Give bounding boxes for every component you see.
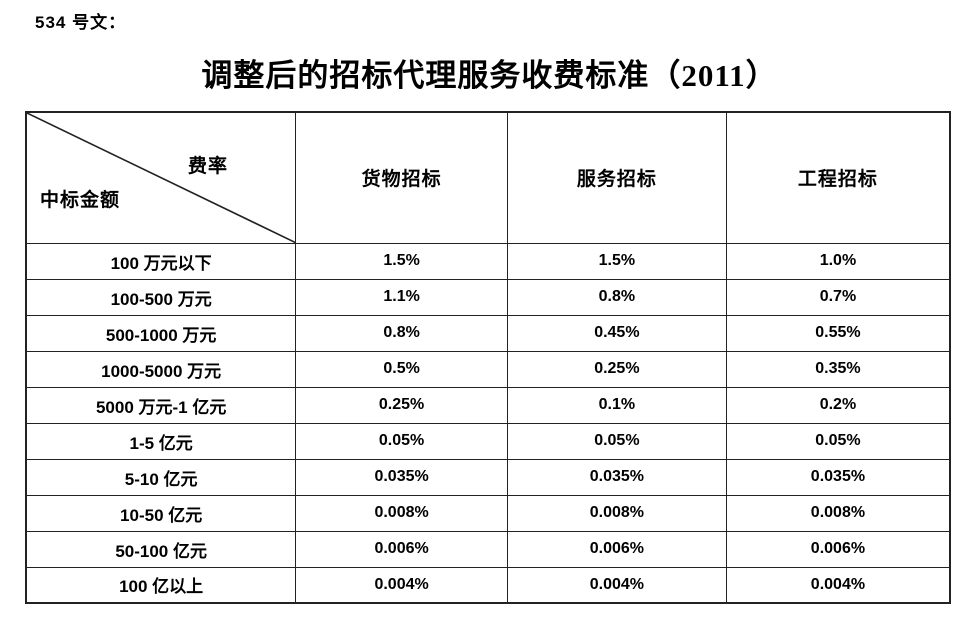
goods-rate-cell: 0.035% bbox=[295, 458, 508, 496]
engineering-rate-cell: 0.008% bbox=[725, 494, 951, 532]
table-row: 100 万元以下 1.5% 1.5% 1.0% bbox=[25, 242, 951, 280]
goods-rate-cell: 0.8% bbox=[295, 314, 508, 352]
engineering-rate-cell: 0.004% bbox=[725, 566, 951, 604]
goods-rate-cell: 0.05% bbox=[295, 422, 508, 460]
service-rate-cell: 0.004% bbox=[506, 566, 727, 604]
goods-rate-cell: 0.25% bbox=[295, 386, 508, 424]
service-rate-cell: 0.05% bbox=[506, 422, 727, 460]
service-rate-cell: 0.008% bbox=[506, 494, 727, 532]
table-row: 10-50 亿元 0.008% 0.008% 0.008% bbox=[25, 494, 951, 532]
engineering-rate-cell: 0.05% bbox=[725, 422, 951, 460]
column-header-goods: 货物招标 bbox=[295, 111, 508, 244]
doc-ref: 534 号文： bbox=[35, 13, 127, 32]
goods-rate-cell: 1.5% bbox=[295, 242, 508, 280]
column-header-service: 服务招标 bbox=[506, 111, 727, 244]
goods-rate-cell: 0.5% bbox=[295, 350, 508, 388]
amount-cell: 50-100 亿元 bbox=[25, 530, 297, 568]
table-row: 1-5 亿元 0.05% 0.05% 0.05% bbox=[25, 422, 951, 460]
page-title: 调整后的招标代理服务收费标准（2011） bbox=[201, 58, 778, 93]
service-rate-cell: 0.8% bbox=[506, 278, 727, 316]
amount-cell: 100-500 万元 bbox=[25, 278, 297, 316]
amount-cell: 500-1000 万元 bbox=[25, 314, 297, 352]
table-row: 100 亿以上 0.004% 0.004% 0.004% bbox=[25, 566, 951, 604]
amount-cell: 5-10 亿元 bbox=[25, 458, 297, 496]
corner-label-amount: 中标金额 bbox=[40, 190, 121, 211]
engineering-rate-cell: 0.2% bbox=[725, 386, 951, 424]
engineering-rate-cell: 0.006% bbox=[725, 530, 951, 568]
amount-cell: 10-50 亿元 bbox=[25, 494, 297, 532]
engineering-rate-cell: 0.7% bbox=[725, 278, 951, 316]
goods-rate-cell: 0.008% bbox=[295, 494, 508, 532]
service-rate-cell: 1.5% bbox=[506, 242, 727, 280]
amount-cell: 100 万元以下 bbox=[25, 242, 297, 280]
goods-rate-cell: 0.006% bbox=[295, 530, 508, 568]
table-row: 5000 万元-1 亿元 0.25% 0.1% 0.2% bbox=[25, 386, 951, 424]
amount-cell: 1-5 亿元 bbox=[25, 422, 297, 460]
table-row: 50-100 亿元 0.006% 0.006% 0.006% bbox=[25, 530, 951, 568]
service-rate-cell: 0.25% bbox=[506, 350, 727, 388]
goods-rate-cell: 1.1% bbox=[295, 278, 508, 316]
column-header-engineering: 工程招标 bbox=[725, 111, 951, 244]
engineering-rate-cell: 0.55% bbox=[725, 314, 951, 352]
amount-cell: 5000 万元-1 亿元 bbox=[25, 386, 297, 424]
fee-rate-table: 费率 中标金额 货物招标 服务招标 工程招标 100 万元以下 1.5% 1.5… bbox=[25, 111, 951, 604]
engineering-rate-cell: 1.0% bbox=[725, 242, 951, 280]
engineering-rate-cell: 0.035% bbox=[725, 458, 951, 496]
table-row: 100-500 万元 1.1% 0.8% 0.7% bbox=[25, 278, 951, 316]
engineering-rate-cell: 0.35% bbox=[725, 350, 951, 388]
amount-cell: 100 亿以上 bbox=[25, 566, 297, 604]
corner-label-rate: 费率 bbox=[187, 156, 228, 177]
service-rate-cell: 0.45% bbox=[506, 314, 727, 352]
table-row: 1000-5000 万元 0.5% 0.25% 0.35% bbox=[25, 350, 951, 388]
service-rate-cell: 0.1% bbox=[506, 386, 727, 424]
table-row: 5-10 亿元 0.035% 0.035% 0.035% bbox=[25, 458, 951, 496]
amount-cell: 1000-5000 万元 bbox=[25, 350, 297, 388]
table-row: 500-1000 万元 0.8% 0.45% 0.55% bbox=[25, 314, 951, 352]
service-rate-cell: 0.035% bbox=[506, 458, 727, 496]
table-header-row: 费率 中标金额 货物招标 服务招标 工程招标 bbox=[25, 111, 951, 244]
corner-header-cell: 费率 中标金额 bbox=[25, 111, 297, 244]
goods-rate-cell: 0.004% bbox=[295, 566, 508, 604]
service-rate-cell: 0.006% bbox=[506, 530, 727, 568]
diagonal-line bbox=[27, 113, 295, 243]
